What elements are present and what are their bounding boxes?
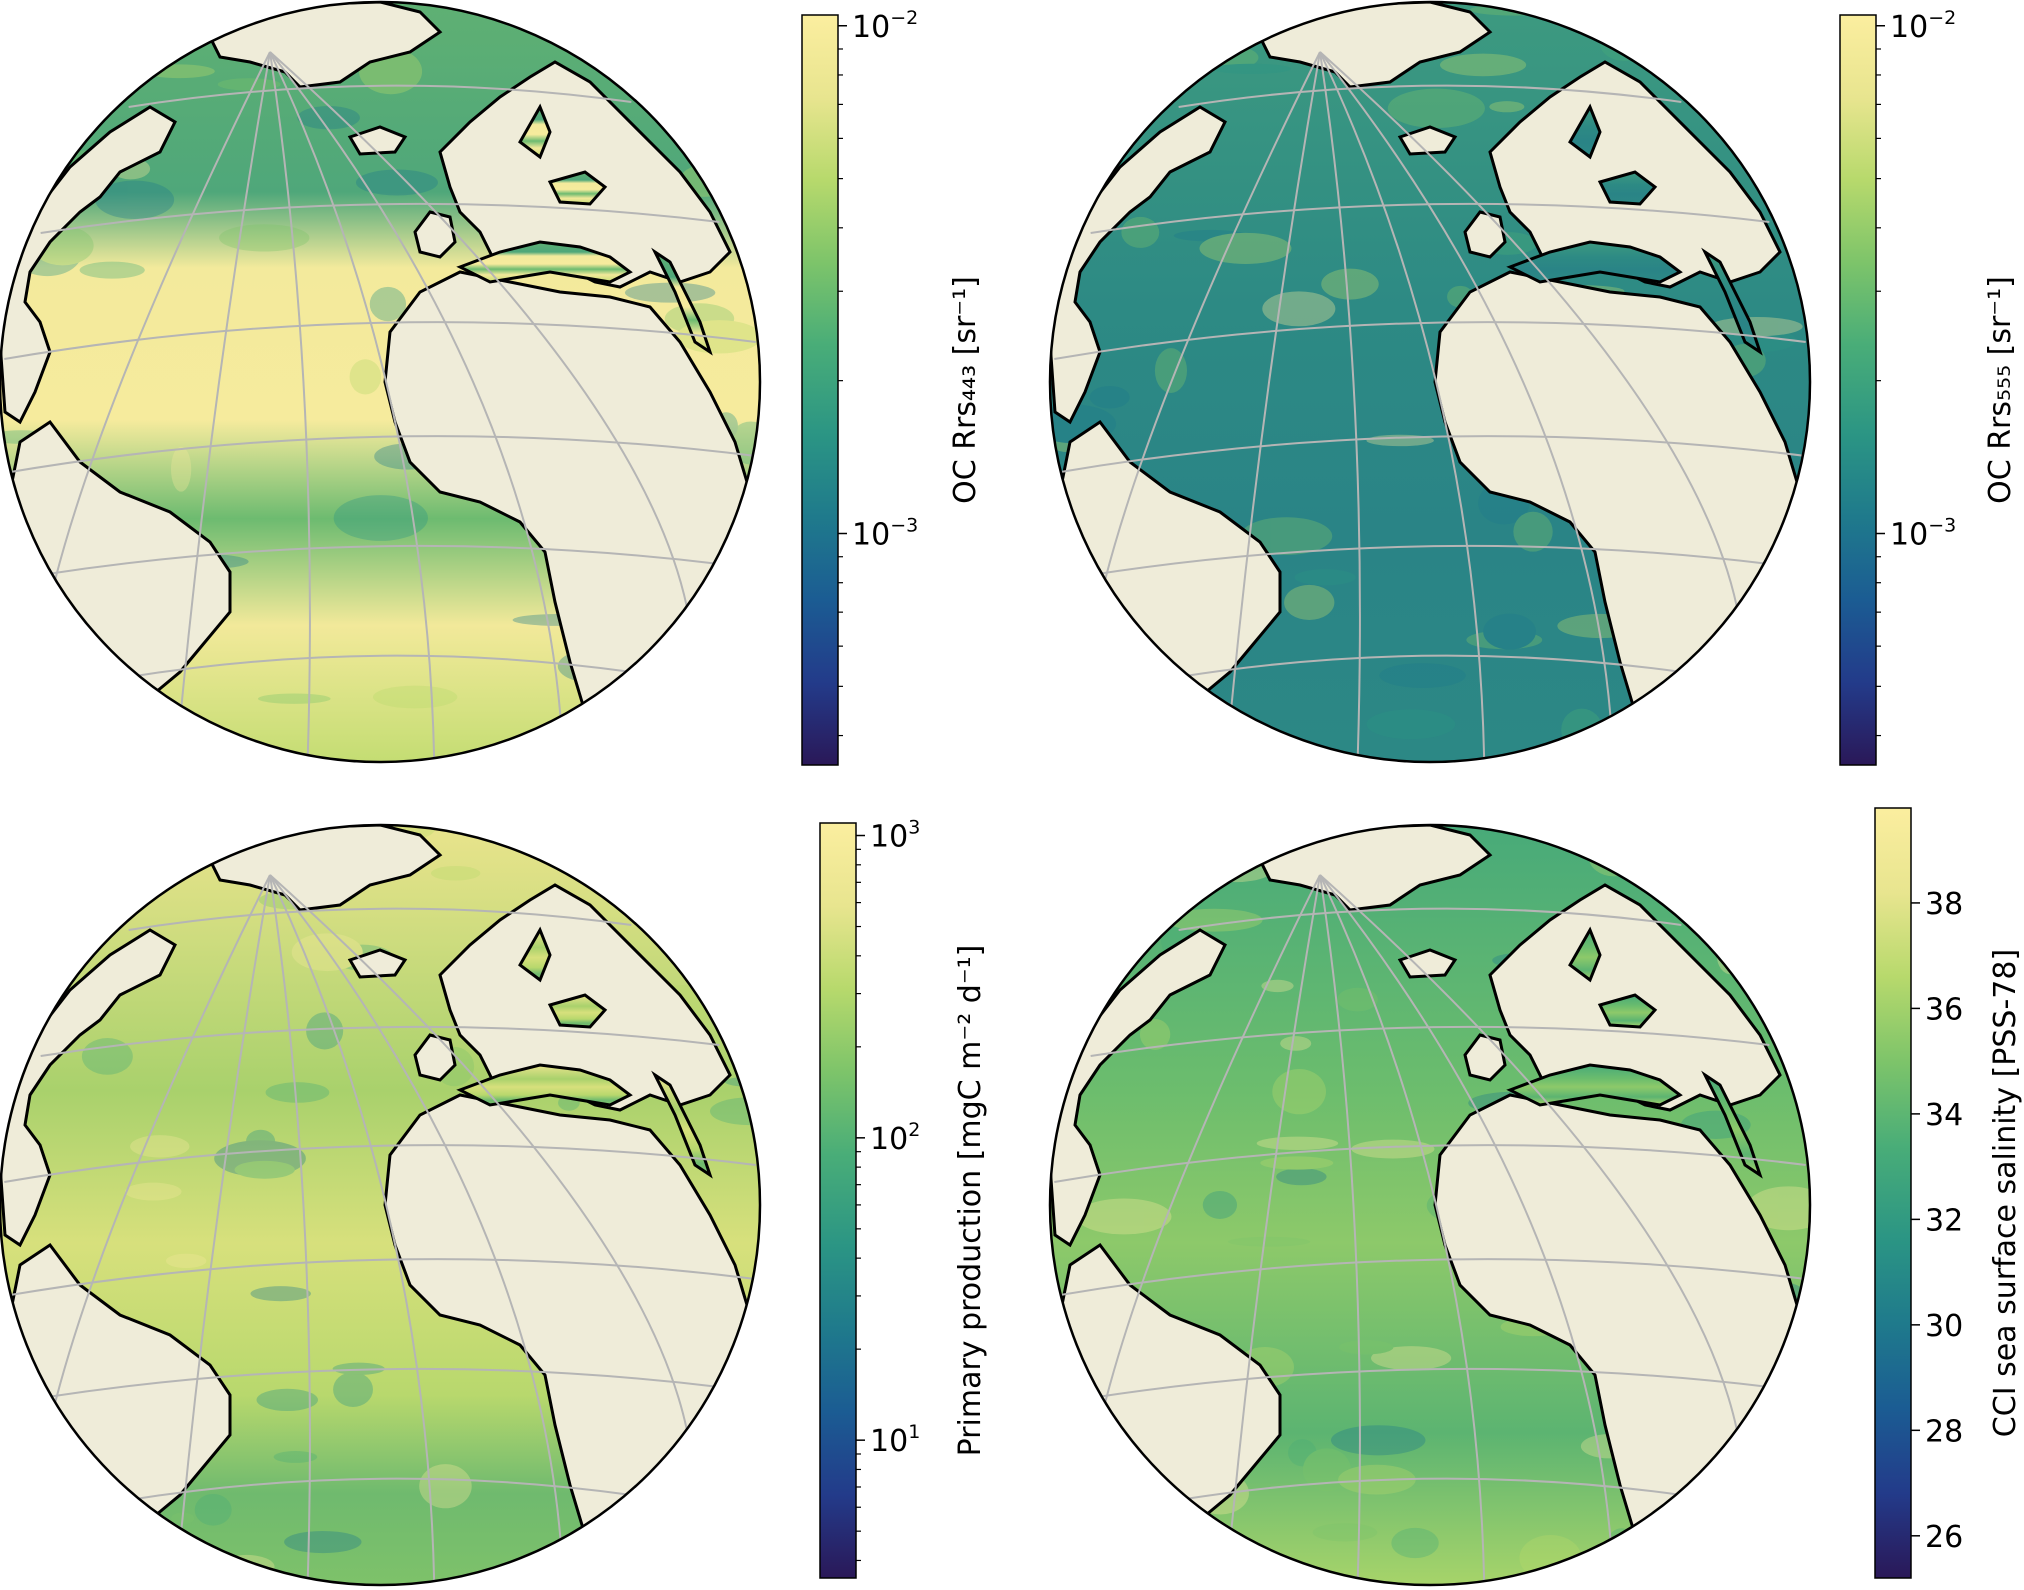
colorbar-tick-label: 38	[1925, 887, 1963, 922]
colorbar-gradient	[1874, 807, 1912, 1579]
colorbar-tick-label: 10−2	[852, 7, 918, 45]
graticule	[1054, 874, 1806, 1582]
colorbar-rrs555: 10−2 10−3 OC Rrs₅₅₅ [sr⁻¹]	[1839, 7, 2018, 766]
globe-rrs443	[0, 0, 762, 764]
globe-outline	[1048, 0, 1812, 764]
colorbar-tick-label: 32	[1925, 1203, 1963, 1238]
globe-layer	[0, 0, 1812, 1587]
graticule	[4, 51, 756, 759]
colorbar-sss: 38 36 34 32 30 28 26 CCI sea surface salinity […	[1874, 807, 2023, 1579]
colorbar-tick-label: 10−3	[1890, 515, 1956, 553]
colorbar-gradient	[819, 822, 857, 1579]
colorbar-tick-label: 103	[870, 817, 920, 855]
graticule	[1054, 51, 1806, 759]
globe-outline	[0, 823, 762, 1587]
colorbar-pp: 103 102 101 Primary production [mgC m⁻² d⁻¹…	[819, 817, 988, 1579]
colorbar-tick-label: 26	[1925, 1520, 1963, 1555]
globe-pp	[0, 823, 762, 1587]
colorbar-tick-label: 28	[1925, 1414, 1963, 1449]
globe-outline	[0, 0, 762, 764]
globe-rrs555	[1048, 0, 1812, 764]
colorbar-tick-label: 30	[1925, 1309, 1963, 1344]
colorbar-rrs443: 10−2 10−3 OC Rrs₄₄₃ [sr⁻¹]	[801, 7, 983, 766]
colorbar-gradient	[1839, 14, 1877, 766]
colorbar-tick-label: 102	[870, 1119, 920, 1157]
colorbar-tick-label: 101	[870, 1421, 920, 1459]
colorbar-tick-label: 34	[1925, 1098, 1963, 1133]
globe-outline	[1048, 823, 1812, 1587]
colorbar-label: Primary production [mgC m⁻² d⁻¹]	[953, 945, 988, 1457]
colorbar-tick-label: 10−3	[852, 515, 918, 553]
colorbar-layer: 10−2 10−3 OC Rrs₄₄₃ [sr⁻¹] 10−2 10−3 OC Rrs₅₅…	[801, 7, 2023, 1579]
colorbar-label: CCI sea surface salinity [PSS-78]	[1988, 949, 2023, 1437]
colorbar-label: OC Rrs₄₄₃ [sr⁻¹]	[948, 276, 983, 504]
colorbar-tick-label: 10−2	[1890, 7, 1956, 45]
colorbar-label: OC Rrs₅₅₅ [sr⁻¹]	[1983, 276, 2018, 504]
colorbar-tick-label: 36	[1925, 992, 1963, 1027]
globe-sss	[1048, 823, 1812, 1587]
colorbar-gradient	[801, 14, 839, 766]
graticule	[4, 874, 756, 1582]
